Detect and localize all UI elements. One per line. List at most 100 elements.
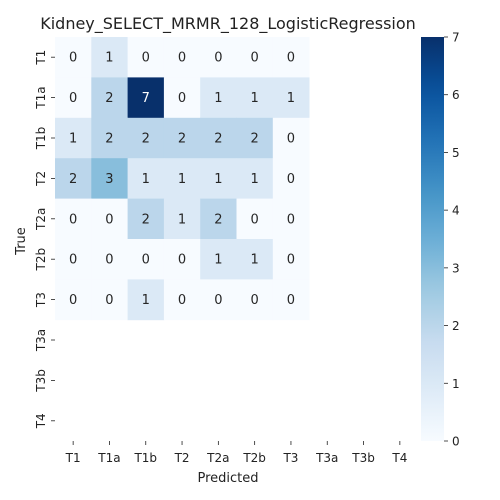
heatmap-cell: [200, 198, 237, 240]
heatmap-cell: [200, 77, 237, 119]
cell-value-label: 0: [69, 212, 77, 227]
colorbar-tick-label: 6: [452, 88, 460, 102]
heatmap-cell: [55, 37, 92, 78]
cell-value-label: 0: [105, 253, 113, 268]
heatmap-cell-labels: 0 1 0 0 0 0 0 0 2 7 0 1 1 1 1 2 2 2 2 2 0 2 3 1 1 1 1 0 0 0 2 1 2 0 0 0 0 0 0 1…: [69, 51, 295, 308]
y-tick-label: T1: [34, 50, 48, 66]
cell-value-label: 1: [142, 293, 150, 308]
heatmap-cell: [91, 239, 128, 280]
x-tick-label: T3: [282, 451, 298, 465]
heatmap-cell: [163, 198, 201, 240]
cell-value-label: 0: [178, 253, 186, 268]
cell-value-label: 3: [105, 172, 113, 187]
x-tick-label: T1b: [133, 451, 157, 465]
x-tick-label: T2: [174, 451, 190, 465]
cell-value-label: 1: [251, 91, 259, 106]
heatmap-cell: [55, 198, 92, 240]
colorbar-tick-label: 7: [452, 31, 460, 45]
cell-value-label: 0: [287, 293, 295, 308]
heatmap-cell: [236, 158, 274, 199]
heatmap-cell: [55, 158, 92, 199]
cell-value-label: 1: [69, 132, 77, 147]
heatmap-cell: [163, 37, 201, 78]
heatmap-cell: [236, 198, 274, 240]
heatmap-cell: [236, 279, 274, 321]
colorbar-tick-label: 2: [452, 319, 460, 333]
cell-value-label: 2: [251, 132, 259, 147]
heatmap-cell: [127, 77, 165, 119]
x-tick-label: T2b: [242, 451, 266, 465]
cell-value-label: 1: [214, 253, 222, 268]
y-tick-label: T1a: [34, 86, 48, 109]
heatmap-cell: [91, 279, 128, 321]
cell-value-label: 0: [178, 91, 186, 106]
cell-value-label: 0: [287, 212, 295, 227]
cell-value-label: 0: [105, 212, 113, 227]
heatmap-cell: [200, 279, 237, 321]
heatmap-cell: [272, 37, 310, 78]
x-tick-label: T3a: [315, 451, 338, 465]
cell-value-label: 0: [287, 253, 295, 268]
y-tick-label: T1b: [34, 127, 48, 151]
y-tick-label: T3: [34, 292, 48, 308]
cell-value-label: 2: [105, 91, 113, 106]
cell-value-label: 0: [178, 51, 186, 66]
cell-value-label: 0: [287, 51, 295, 66]
x-axis-label: Predicted: [197, 471, 258, 486]
cell-value-label: 0: [142, 253, 150, 268]
heatmap-cell: [91, 198, 128, 240]
colorbar-tick-label: 4: [452, 204, 460, 218]
cell-value-label: 1: [142, 172, 150, 187]
y-tick-label: T3a: [34, 329, 48, 352]
y-tick-label: T4: [34, 413, 48, 429]
colorbar: [421, 37, 444, 441]
heatmap-cell: [163, 279, 201, 321]
cell-value-label: 1: [178, 212, 186, 227]
cell-value-label: 2: [142, 132, 150, 147]
heatmap-cell: [91, 117, 128, 159]
y-axis-ticks: T1 T1a T1b T2 T2a T2b T3 T3a T3b T4: [34, 50, 55, 429]
heatmap-cell: [127, 279, 165, 321]
heatmap-cell: [163, 158, 201, 199]
cell-value-label: 0: [178, 293, 186, 308]
x-tick-label: T1a: [97, 451, 120, 465]
colorbar-tick-label: 5: [452, 146, 460, 160]
heatmap-cell: [91, 37, 128, 78]
cell-value-label: 0: [287, 132, 295, 147]
colorbar-tick-label: 3: [452, 261, 460, 275]
heatmap-cell: [55, 77, 92, 119]
cell-value-label: 2: [142, 212, 150, 227]
heatmap-cell: [236, 37, 274, 78]
heatmap-cell: [272, 198, 310, 240]
heatmap-cell: [200, 239, 237, 280]
cell-value-label: 0: [105, 293, 113, 308]
cell-value-label: 2: [69, 172, 77, 187]
heatmap-cell: [236, 239, 274, 280]
cell-value-label: 1: [287, 91, 295, 106]
cell-value-label: 0: [69, 91, 77, 106]
heatmap-cells: [55, 37, 310, 321]
cell-value-label: 2: [214, 212, 222, 227]
colorbar-tick-label: 0: [452, 435, 460, 449]
cell-value-label: 0: [214, 293, 222, 308]
cell-value-label: 0: [214, 51, 222, 66]
cell-value-label: 2: [214, 132, 222, 147]
heatmap-cell: [127, 158, 165, 199]
heatmap-cell: [272, 279, 310, 321]
heatmap-cell: [200, 158, 237, 199]
cell-value-label: 0: [287, 172, 295, 187]
cell-value-label: 7: [142, 91, 150, 106]
x-tick-label: T3b: [351, 451, 375, 465]
heatmap-cell: [91, 77, 128, 119]
y-tick-label: T3b: [34, 369, 48, 393]
cell-value-label: 0: [251, 212, 259, 227]
heatmap-cell: [163, 117, 201, 159]
heatmap-cell: [163, 77, 201, 119]
cell-value-label: 1: [214, 91, 222, 106]
cell-value-label: 0: [69, 253, 77, 268]
cell-value-label: 0: [69, 293, 77, 308]
cell-value-label: 0: [69, 51, 77, 66]
cell-value-label: 2: [105, 132, 113, 147]
heatmap-cell: [200, 117, 237, 159]
